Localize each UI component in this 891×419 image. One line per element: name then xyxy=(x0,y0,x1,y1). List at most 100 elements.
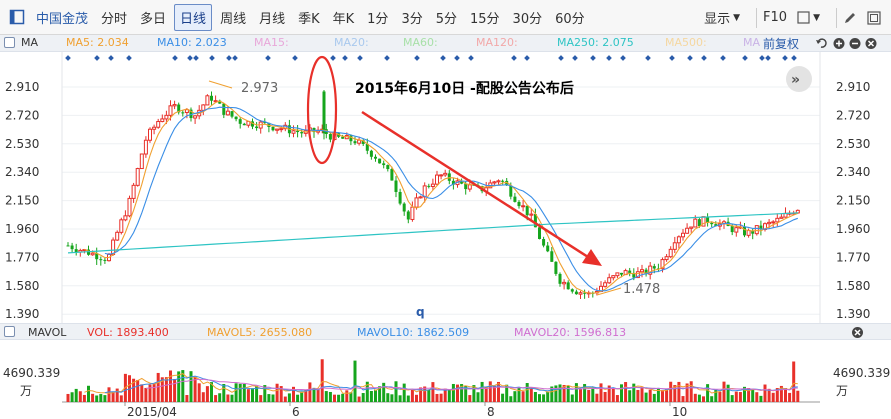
event-marker[interactable] xyxy=(330,55,336,61)
volume-bar xyxy=(341,393,345,402)
draw-button[interactable] xyxy=(843,11,857,25)
event-marker[interactable] xyxy=(687,55,693,61)
event-marker[interactable] xyxy=(765,55,771,61)
period-tab-1min[interactable]: 1分 xyxy=(367,11,389,27)
event-marker[interactable] xyxy=(606,55,612,61)
volume-bar xyxy=(476,392,480,402)
candle xyxy=(353,136,357,146)
zoom-out-icon[interactable] xyxy=(849,38,861,49)
event-marker[interactable] xyxy=(65,55,71,61)
event-marker[interactable] xyxy=(172,55,178,61)
period-tab-weekly[interactable]: 周线 xyxy=(220,11,247,27)
event-marker[interactable] xyxy=(558,55,564,61)
period-tab-daily[interactable]: 日线 xyxy=(174,3,213,31)
zoom-in-icon[interactable] xyxy=(833,38,845,49)
event-marker[interactable] xyxy=(791,55,797,61)
collapse-ma-icon[interactable] xyxy=(4,37,15,48)
candle xyxy=(644,267,648,277)
volume-bar xyxy=(468,395,472,402)
collapse-volume-icon[interactable] xyxy=(4,326,15,337)
volume-bar xyxy=(697,394,701,402)
event-marker[interactable] xyxy=(414,55,420,61)
event-marker[interactable] xyxy=(572,55,578,61)
event-marker[interactable] xyxy=(108,55,114,61)
event-marker[interactable] xyxy=(342,55,348,61)
event-marker[interactable] xyxy=(468,55,474,61)
period-tab-quarterly[interactable]: 季K xyxy=(298,11,320,27)
volume-bar xyxy=(615,395,619,402)
event-marker[interactable] xyxy=(193,55,199,61)
period-tab-30min[interactable]: 30分 xyxy=(512,11,543,27)
event-marker[interactable] xyxy=(742,55,748,61)
display-menu[interactable]: 显示 ▼ xyxy=(704,8,740,27)
event-marker[interactable] xyxy=(94,55,100,61)
period-tab-15min[interactable]: 15分 xyxy=(470,11,500,27)
volume-bar xyxy=(460,384,464,402)
event-marker[interactable] xyxy=(720,55,726,61)
adjust-mode-button[interactable]: 前复权 xyxy=(763,37,800,51)
fullscreen-button[interactable] xyxy=(867,10,881,25)
event-marker[interactable] xyxy=(126,55,132,61)
shape-menu[interactable]: ▼ xyxy=(797,11,820,24)
candle xyxy=(271,126,275,132)
undo-icon[interactable] xyxy=(816,38,827,48)
event-marker[interactable] xyxy=(759,55,765,61)
candle xyxy=(222,103,226,119)
event-marker[interactable] xyxy=(187,55,193,61)
ma10-line xyxy=(104,106,798,292)
volume-chart[interactable]: 4690.339 万 4690.339 万 2015/04 6 8 10 xyxy=(0,340,891,419)
candle xyxy=(685,223,690,234)
candle xyxy=(143,136,148,158)
volume-bar xyxy=(160,377,164,402)
volume-bar xyxy=(316,388,320,402)
volume-bar xyxy=(119,395,123,402)
stock-name[interactable]: 中国金茂 xyxy=(36,11,89,27)
event-marker[interactable] xyxy=(384,55,390,61)
candle xyxy=(484,181,489,197)
event-marker[interactable] xyxy=(645,55,651,61)
price-chart[interactable]: 2.910 2.720 2.530 2.340 2.150 1.960 1.770 1.580… xyxy=(0,52,891,323)
event-marker[interactable] xyxy=(590,55,596,61)
volume-bar xyxy=(152,383,156,402)
volume-bar xyxy=(140,384,144,402)
volume-bar xyxy=(374,390,377,402)
period-tab-monthly[interactable]: 月线 xyxy=(259,11,286,27)
volume-bar xyxy=(546,391,550,402)
candle xyxy=(771,220,776,228)
event-marker[interactable] xyxy=(454,55,460,61)
event-marker[interactable] xyxy=(669,55,675,61)
event-marker[interactable] xyxy=(232,55,238,61)
shape-dropdown-icon: ▼ xyxy=(813,12,820,23)
volume-bar xyxy=(259,395,263,402)
period-tab-multiday[interactable]: 多日 xyxy=(140,11,167,27)
dividend-marker[interactable]: q xyxy=(416,305,425,319)
expand-panel-button[interactable]: » xyxy=(786,66,812,92)
period-tab-intraday[interactable]: 分时 xyxy=(101,11,128,27)
close-icon[interactable] xyxy=(865,38,877,49)
volume-bar xyxy=(275,383,279,402)
volume-close-icon[interactable] xyxy=(851,326,864,339)
period-tab-yearly[interactable]: 年K xyxy=(332,11,355,27)
event-marker[interactable] xyxy=(440,55,446,61)
event-marker[interactable] xyxy=(524,55,530,61)
y-tick-label: 1.580 xyxy=(836,279,870,293)
event-marker[interactable] xyxy=(265,55,271,61)
f10-button[interactable]: F10 xyxy=(763,10,788,25)
event-marker[interactable] xyxy=(782,55,788,61)
period-tab-5min[interactable]: 5分 xyxy=(435,11,457,27)
high-price-label: 2.973 xyxy=(241,81,278,96)
event-marker[interactable] xyxy=(209,55,215,61)
period-tab-3min[interactable]: 3分 xyxy=(401,11,423,27)
volume-bar xyxy=(763,384,767,402)
period-tab-60min[interactable]: 60分 xyxy=(555,11,585,27)
event-marker[interactable] xyxy=(292,55,298,61)
candle xyxy=(218,99,222,104)
event-marker[interactable] xyxy=(226,55,232,61)
candle xyxy=(664,254,669,262)
event-marker[interactable] xyxy=(620,55,626,61)
candle xyxy=(205,94,210,106)
event-marker[interactable] xyxy=(357,55,363,61)
panel-toggle-icon[interactable] xyxy=(6,6,28,28)
event-marker[interactable] xyxy=(701,55,707,61)
event-marker[interactable] xyxy=(511,55,517,61)
